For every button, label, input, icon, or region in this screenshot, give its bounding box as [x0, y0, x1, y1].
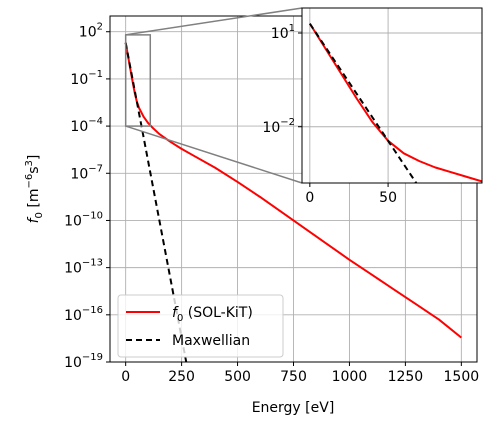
inset-series-maxwellian [308, 23, 418, 183]
zoom-connector-top [125, 7, 303, 36]
inset-series-layer [308, 23, 482, 183]
main-y-tick-exponent: −13 [82, 258, 103, 269]
main-x-tick-label: 1500 [444, 369, 480, 385]
inset-x-ticks: 0 50 [305, 183, 397, 206]
main-series-maxwellian [124, 42, 188, 362]
main-y-tick-exponent: −19 [82, 352, 103, 363]
main-y-tick-base: 10 [70, 119, 88, 135]
legend-box [117, 294, 284, 358]
main-y-tick-exponent: 2 [97, 22, 103, 33]
inset-series-solkit [308, 23, 482, 183]
main-y-tick-base: 10 [64, 213, 82, 229]
main-y-tick-base: 10 [70, 166, 88, 182]
main-series-layer [124, 42, 462, 362]
inset-y-tick-label: 10−2 [262, 117, 295, 136]
inset-y-tick-exponent: −2 [280, 117, 295, 128]
y-axis-title-exponent-2: 3 [24, 160, 35, 166]
inset-y-tick-base: 10 [271, 26, 289, 42]
y-axis-title: f0 [m−6s3] [24, 155, 45, 224]
main-y-tick-label: 10−16 [64, 305, 103, 324]
legend-label-solkit-symbol: f [172, 305, 179, 321]
main-y-tick-label: 10−4 [70, 116, 103, 135]
y-axis-title-unit-start: [m [26, 189, 42, 213]
main-y-tick-base: 10 [79, 25, 97, 41]
main-x-tick-label: 0 [121, 369, 130, 385]
zoom-box [124, 34, 152, 127]
y-axis-title-subscript: 0 [34, 212, 45, 218]
main-y-tick-label: 10−13 [64, 258, 103, 277]
main-x-tick-label: 500 [224, 369, 251, 385]
main-y-tick-label: 10−1 [70, 69, 103, 88]
y-axis-title-symbol: f [26, 216, 42, 223]
y-axis-title-exponent-1: −6 [24, 174, 35, 189]
main-y-tick-exponent: −1 [88, 69, 103, 80]
inset-y-tick-exponent: 1 [289, 23, 295, 34]
legend-label-maxwellian: Maxwellian [172, 333, 250, 349]
main-y-tick-exponent: −10 [82, 210, 103, 221]
legend-label-solkit: f0 (SOL-KiT) [172, 305, 253, 324]
main-y-tick-base: 10 [64, 355, 82, 371]
main-x-tick-label: 1000 [332, 369, 368, 385]
main-y-tick-label: 10−19 [64, 352, 103, 371]
main-y-tick-label: 10−10 [64, 210, 103, 229]
main-y-tick-label: 10−7 [70, 163, 103, 182]
main-y-tick-base: 10 [64, 308, 82, 324]
inset-y-tick-label: 101 [271, 23, 295, 42]
y-axis-title-unit-end: ] [26, 155, 42, 160]
main-x-tick-label: 1250 [388, 369, 424, 385]
y-axis-title-unit-s: s [26, 166, 42, 173]
legend-label-solkit-text: (SOL-KiT) [183, 305, 253, 321]
main-y-tick-base: 10 [64, 261, 82, 277]
inset-frame [301, 7, 483, 184]
inset-y-tick-base: 10 [262, 120, 280, 136]
main-y-tick-exponent: −7 [88, 163, 103, 174]
main-x-tick-label: 750 [280, 369, 307, 385]
inset-x-tick-label: 50 [379, 190, 397, 206]
inset-x-tick-label: 0 [305, 190, 314, 206]
main-y-tick-label: 102 [79, 22, 103, 41]
inset-grid [302, 8, 482, 183]
legend-label-solkit-subscript: 0 [177, 313, 183, 324]
main-y-tick-exponent: −16 [82, 305, 103, 316]
legend: f0 (SOL-KiT) Maxwellian [117, 294, 284, 358]
main-x-ticks: 0 250 500 750 1000 1250 1500 [121, 362, 479, 385]
x-axis-title: Energy [eV] [252, 400, 335, 416]
inset-background [302, 8, 482, 183]
zoom-indicator [124, 7, 303, 184]
main-y-tick-exponent: −4 [88, 116, 103, 127]
zoom-connector-bottom [125, 125, 303, 184]
main-x-tick-label: 250 [168, 369, 195, 385]
main-y-tick-base: 10 [70, 72, 88, 88]
